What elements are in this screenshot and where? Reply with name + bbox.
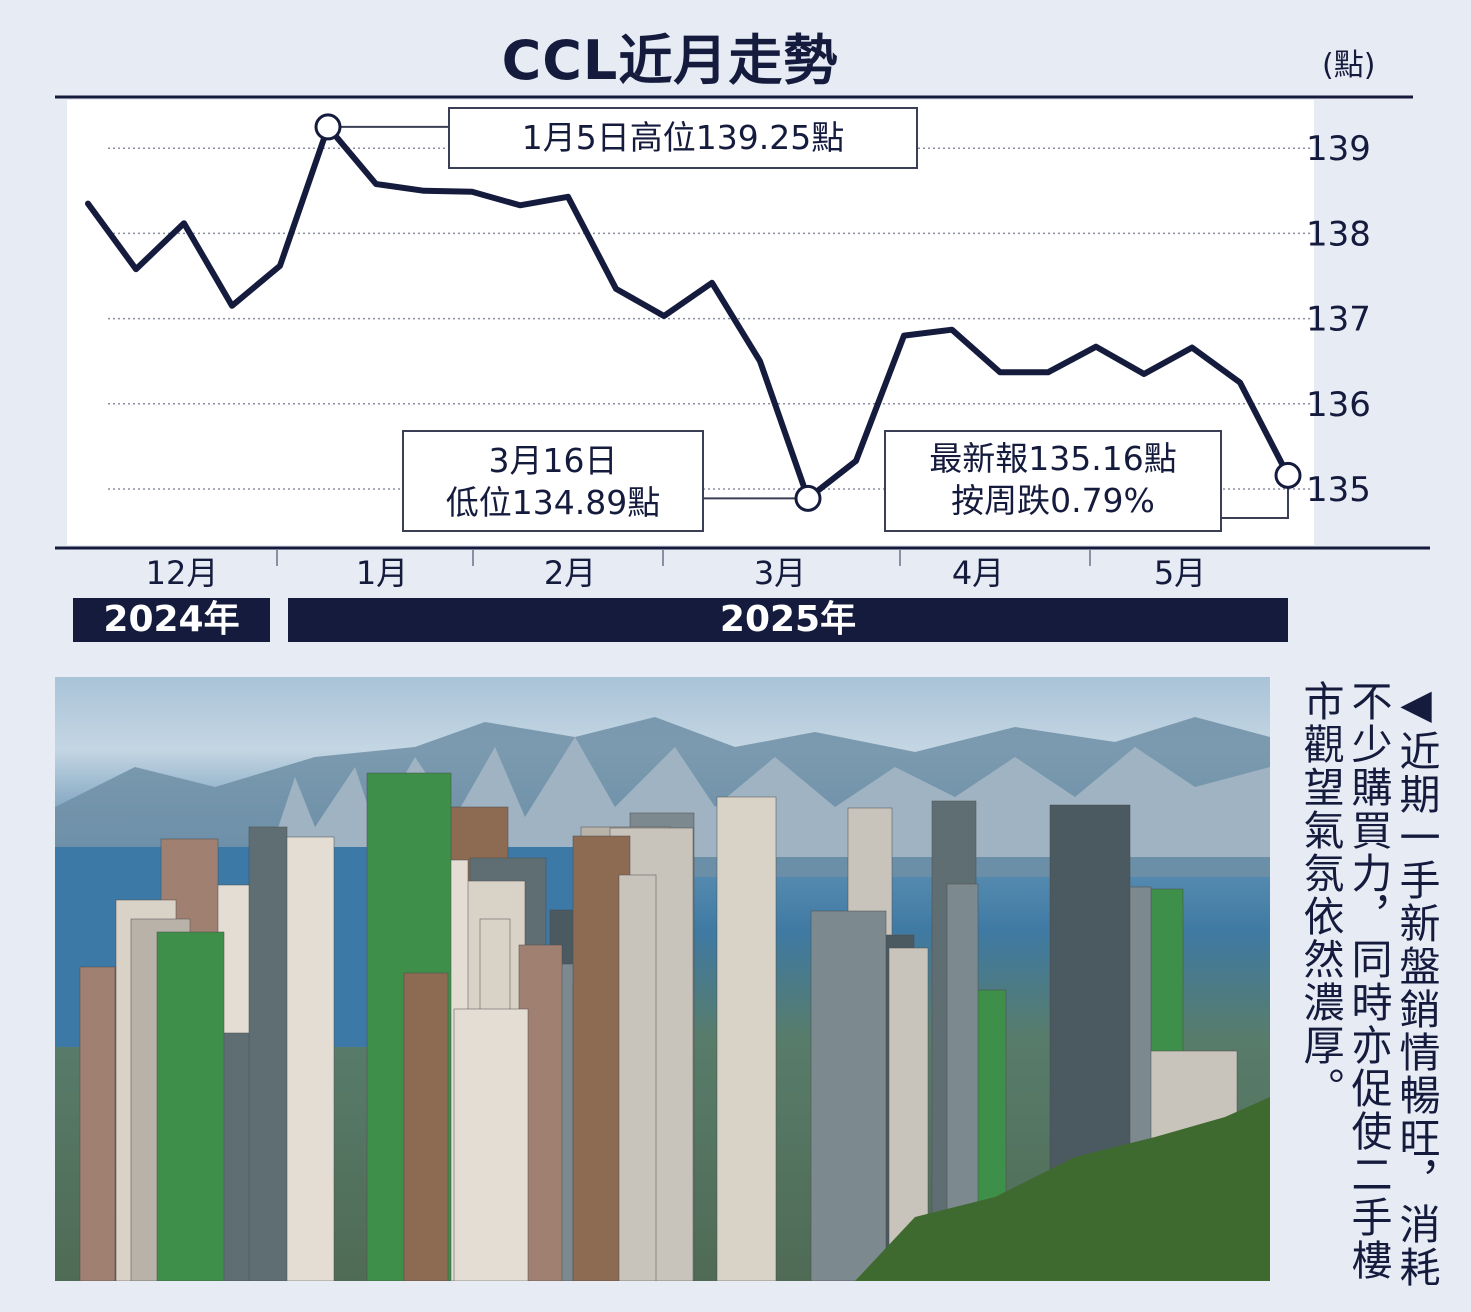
low-marker [794, 484, 822, 512]
x-tick-label: 2月 [544, 554, 596, 592]
building [453, 1008, 529, 1281]
building [79, 966, 116, 1281]
y-tick-label: 139 [1306, 129, 1371, 169]
x-tick-label: 5月 [1154, 554, 1206, 592]
latest-callout-value: 最新報135.16點 [929, 439, 1177, 478]
y-tick-label: 135 [1306, 470, 1371, 510]
latest-callout: 最新報135.16點 按周跌0.79% [884, 430, 1222, 532]
low-callout-value: 低位134.89點 [445, 483, 661, 522]
building [403, 972, 449, 1281]
x-tick-label: 1月 [356, 554, 408, 592]
high-callout-text: 1月5日高位139.25點 [521, 118, 845, 157]
photo-caption: ◀近期一手新盤銷情暢旺，消耗不少購買力，同時亦促使二手樓市觀望氣氛依然濃厚。 [1296, 680, 1440, 1289]
unit-label: (點) [1322, 48, 1376, 83]
building [156, 931, 225, 1281]
building [618, 874, 657, 1281]
latest-callout-change: 按周跌0.79% [951, 481, 1155, 520]
building [810, 910, 887, 1281]
skyline-illustration [55, 717, 1270, 1281]
year-label-2024: 2024年 [73, 598, 270, 642]
building [716, 796, 777, 1281]
line-chart: 139 138 137 136 135 12月 1月 2月 3月 4月 5月 [55, 95, 1430, 592]
low-callout-date: 3月16日 [488, 441, 618, 480]
year-label-2025: 2025年 [288, 598, 1288, 642]
y-tick-label: 138 [1306, 214, 1371, 254]
city-skyline-photo [55, 677, 1270, 1281]
building [248, 826, 288, 1281]
x-tick-label: 4月 [952, 554, 1004, 592]
y-tick-label: 137 [1306, 300, 1371, 340]
high-callout: 1月5日高位139.25點 [448, 107, 918, 169]
series-line [85, 123, 1291, 502]
foreground-trees [855, 1097, 1270, 1281]
x-tick-label: 3月 [754, 554, 806, 592]
latest-marker [1274, 461, 1302, 489]
chart-title: CCL近月走勢 [501, 29, 839, 92]
high-marker [314, 113, 342, 141]
y-tick-label: 136 [1306, 385, 1371, 425]
x-tick-label: 12月 [146, 554, 219, 592]
low-callout: 3月16日 低位134.89點 [402, 430, 704, 532]
latest-connector [1222, 475, 1289, 519]
